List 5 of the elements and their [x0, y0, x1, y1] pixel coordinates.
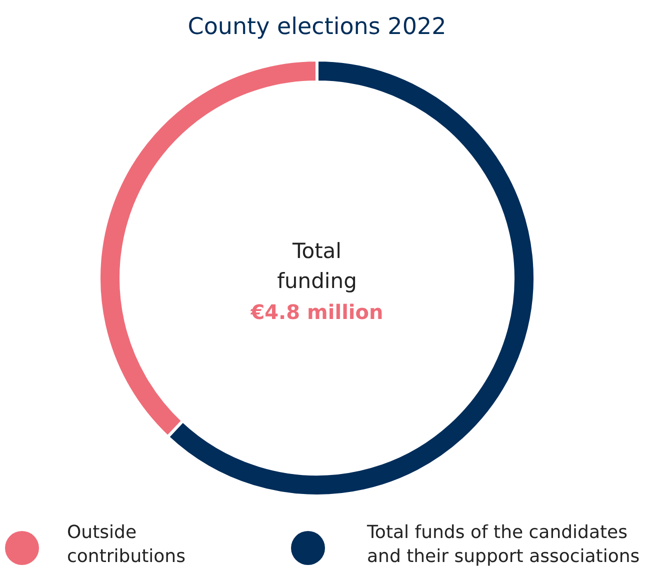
- text: €4.8 million: [250, 300, 384, 324]
- chart-title: County elections 2022: [188, 14, 446, 40]
- legend-label: Outside contributions: [67, 522, 186, 567]
- legend-label: Total funds of the candidates and their support associations: [366, 522, 640, 567]
- text: Total funding: [277, 239, 357, 293]
